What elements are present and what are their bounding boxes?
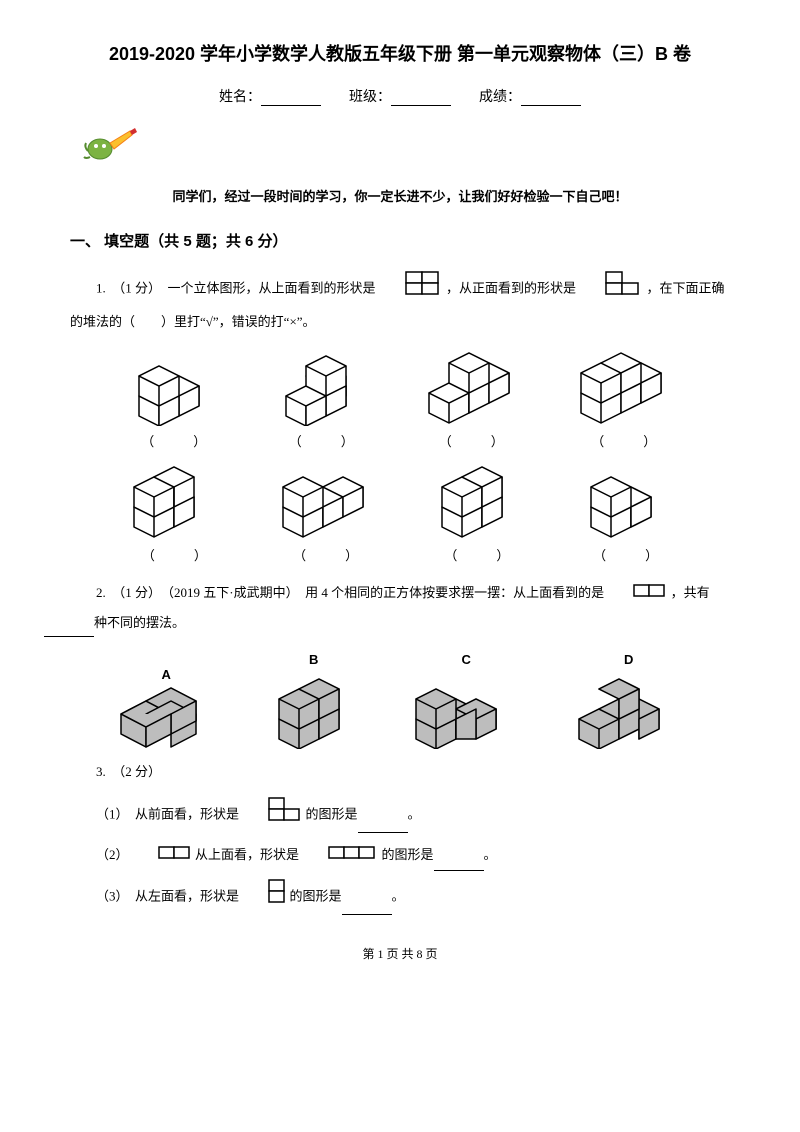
q2-label-c: C [411,652,521,667]
question-1: 1. （1 分） 一个立体图形，从上面看到的形状是 ，从正面看到的形状是 ，在下… [70,271,730,336]
name-blank[interactable] [261,91,321,106]
q1-answer-2[interactable]: （ ） [289,434,354,449]
q1-text-1: 1. （1 分） 一个立体图形，从上面看到的形状是 [96,280,376,295]
q1-answer-6[interactable]: （ ） [293,548,358,563]
q2-option-c: C [411,652,521,753]
q1-row-2: （ ） （ ） [100,465,700,564]
page-footer: 第 1 页 共 8 页 [70,945,730,962]
q2-option-b: B [269,652,359,753]
q3-2-shape2-icon [302,842,378,871]
question-3: 3. （2 分） [70,758,730,787]
q3-2-text-a: （2） [96,847,129,862]
q1-answer-5[interactable]: （ ） [142,548,207,563]
q3-2-text-b: 从上面看，形状是 [195,847,299,862]
q2-text-1: 2. （1 分） （2019 五下·成武期中） 用 4 个相同的正方体按要求摆一… [96,585,604,600]
q2-top-view-icon [607,580,667,609]
section-1-title: 一、 填空题（共 5 题；共 6 分） [70,230,730,251]
class-blank[interactable] [391,91,451,106]
q1-cube-1: （ ） [129,351,219,450]
q2-label-d: D [574,652,684,667]
q1-text-2: ，从正面看到的形状是 [446,280,576,295]
q3-3-shape-icon [242,879,286,916]
q3-2-text-c: 的图形是 [382,847,434,862]
q1-answer-8[interactable]: （ ） [593,548,658,563]
q3-sub-2: （2） 从上面看，形状是 的图形是 。 [70,841,730,870]
q2-text-3: 种不同的摆法。 [94,615,185,630]
page-title: 2019-2020 学年小学数学人教版五年级下册 第一单元观察物体（三）B 卷 [70,40,730,66]
q1-cube-3: （ ） [424,351,519,450]
q1-answer-1[interactable]: （ ） [141,434,206,449]
q1-cube-6: （ ） [278,465,373,564]
q1-cube-7: （ ） [432,465,522,564]
q1-top-view-icon [379,271,443,308]
q2-blank[interactable] [44,624,94,637]
q3-1-blank[interactable] [358,820,408,833]
q3-sub-1: （1） 从前面看，形状是 的图形是 。 [70,797,730,834]
q3-1-text-b: 的图形是 [306,806,358,821]
q3-3-blank[interactable] [342,902,392,915]
pencil-icon [70,121,730,186]
q2-options: A B [90,652,710,753]
q2-label-a: A [116,667,216,682]
q3-2-text-d: 。 [484,847,497,862]
q1-cube-4: （ ） [576,351,671,450]
q3-1-text-c: 。 [408,806,421,821]
score-blank[interactable] [521,91,581,106]
q3-2-blank[interactable] [434,858,484,871]
class-label: 班级： [349,90,391,105]
q1-answer-7[interactable]: （ ） [444,548,509,563]
q2-text-2: ，共有 [671,585,710,600]
intro-text: 同学们，经过一段时间的学习，你一定长进不少，让我们好好检验一下自己吧！ [70,186,730,205]
q3-1-text-a: （1） 从前面看，形状是 [96,806,239,821]
q3-head: 3. （2 分） [96,764,161,779]
info-line: 姓名： 班级： 成绩： [70,86,730,106]
q3-sub-3: （3） 从左面看，形状是 的图形是 。 [70,879,730,916]
q3-3-text-c: 。 [392,888,405,903]
q1-cube-5: （ ） [129,465,219,564]
name-label: 姓名： [219,90,261,105]
q3-2-shape1-icon [132,842,192,871]
q3-1-shape-icon [242,797,302,834]
q1-row-1: （ ） （ ） [100,351,700,450]
q3-3-text-b: 的图形是 [290,888,342,903]
q1-cube-8: （ ） [581,465,671,564]
q1-cube-2: （ ） [276,351,366,450]
q2-option-d: D [574,652,684,753]
question-2: 2. （1 分） （2019 五下·成武期中） 用 4 个相同的正方体按要求摆一… [70,579,730,637]
score-label: 成绩： [479,90,521,105]
q2-label-b: B [269,652,359,667]
q1-front-view-icon [579,271,643,308]
q1-answer-4[interactable]: （ ） [591,434,656,449]
q1-answer-3[interactable]: （ ） [439,434,504,449]
q2-option-a: A [116,667,216,753]
q3-3-text-a: （3） 从左面看，形状是 [96,888,239,903]
